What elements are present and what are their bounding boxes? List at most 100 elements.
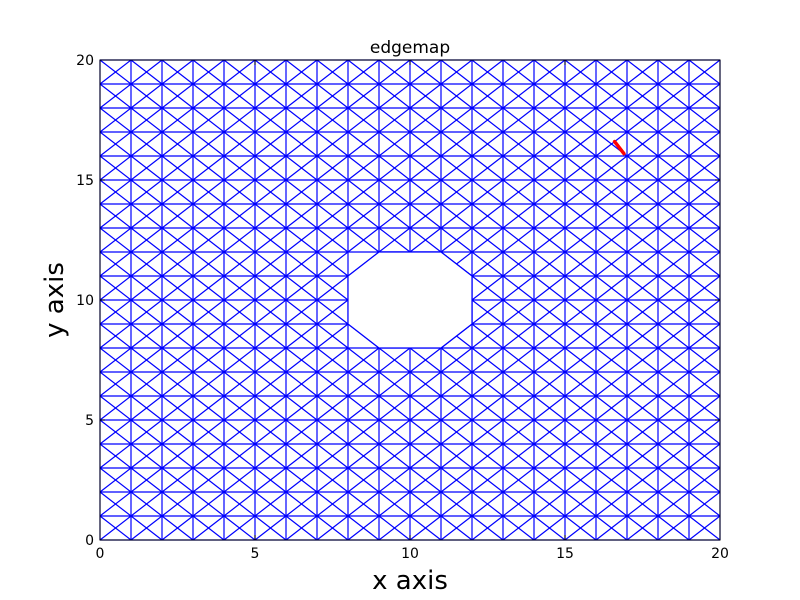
mesh-edge-diagonal: [99, 59, 132, 85]
mesh-edge-diagonal: [347, 107, 380, 133]
mesh-edge-diagonal: [99, 275, 132, 301]
mesh-edge-diagonal: [347, 371, 380, 397]
mesh-edge-diagonal: [502, 395, 535, 421]
mesh-edge-diagonal: [378, 419, 411, 445]
mesh-edge-diagonal: [254, 83, 287, 109]
mesh-edge-diagonal: [533, 107, 566, 133]
mesh-edge-diagonal: [130, 347, 163, 373]
mesh-edge-diagonal: [626, 275, 659, 301]
mesh-edge-diagonal: [502, 467, 535, 493]
mesh-edge-diagonal: [378, 227, 411, 253]
mesh-edge-diagonal: [657, 227, 690, 253]
mesh-edge-diagonal: [626, 467, 659, 493]
mesh-edge-diagonal: [688, 83, 721, 109]
mesh-edge-diagonal: [161, 347, 194, 373]
mesh-edge-diagonal: [223, 323, 256, 349]
mesh-edge-diagonal: [595, 299, 628, 325]
mesh-edge-diagonal: [533, 395, 566, 421]
mesh-edge-diagonal: [502, 107, 535, 133]
mesh-edge-diagonal: [502, 275, 535, 301]
mesh-edge-diagonal: [192, 131, 225, 157]
mesh-edge-diagonal: [99, 347, 132, 373]
mesh-edge-diagonal: [254, 251, 287, 277]
y-tick-label: 20: [76, 53, 94, 69]
mesh-edge-diagonal: [688, 419, 721, 445]
mesh-edge-diagonal: [502, 155, 535, 181]
mesh-edge-diagonal: [564, 515, 597, 541]
mesh-edge-diagonal: [161, 155, 194, 181]
mesh-edge-diagonal: [161, 83, 194, 109]
mesh-edge-diagonal: [130, 323, 163, 349]
mesh-edge-diagonal: [316, 59, 349, 85]
mesh-edge-diagonal: [254, 515, 287, 541]
mesh-edge-diagonal: [471, 251, 504, 277]
mesh-edge-diagonal: [657, 347, 690, 373]
mesh-edge-diagonal: [192, 107, 225, 133]
mesh-edge-diagonal: [347, 83, 380, 109]
mesh-edge-diagonal: [192, 179, 225, 205]
mesh-edge-diagonal: [285, 131, 318, 157]
mesh-edge-diagonal: [99, 131, 132, 157]
mesh-edge-diagonal: [223, 179, 256, 205]
mesh-edge-diagonal: [316, 275, 349, 301]
mesh-edge-diagonal: [471, 275, 504, 301]
mesh-edge-diagonal: [657, 59, 690, 85]
mesh-edge-diagonal: [285, 347, 318, 373]
mesh-edge-diagonal: [130, 203, 163, 229]
mesh-edge-diagonal: [192, 203, 225, 229]
mesh-edge-diagonal: [626, 491, 659, 517]
mesh-edge-diagonal: [688, 155, 721, 181]
mesh-edge-diagonal: [254, 323, 287, 349]
mesh-edge-diagonal: [626, 347, 659, 373]
mesh-edge-diagonal: [316, 515, 349, 541]
mesh-edge-diagonal: [99, 203, 132, 229]
mesh-edge-diagonal: [564, 203, 597, 229]
mesh-edge-diagonal: [99, 515, 132, 541]
x-axis-label: x axis: [372, 566, 448, 596]
mesh-edge-diagonal: [440, 443, 473, 469]
mesh-edge-diagonal: [254, 371, 287, 397]
mesh-edge-diagonal: [285, 491, 318, 517]
mesh-edge-diagonal: [502, 131, 535, 157]
mesh-edge-diagonal: [316, 107, 349, 133]
mesh-edge-diagonal: [254, 299, 287, 325]
mesh-edge-diagonal: [285, 59, 318, 85]
mesh-edge-diagonal: [688, 467, 721, 493]
mesh-edge-diagonal: [316, 347, 349, 373]
mesh-edge-diagonal: [347, 131, 380, 157]
mesh-edge-diagonal: [99, 443, 132, 469]
mesh-edge-diagonal: [130, 419, 163, 445]
mesh-edge-diagonal: [223, 59, 256, 85]
mesh-edge-diagonal: [688, 107, 721, 133]
mesh-edge-diagonal: [192, 515, 225, 541]
mesh-edge-diagonal: [254, 59, 287, 85]
mesh-edge-diagonal: [564, 227, 597, 253]
mesh-edge-diagonal: [564, 251, 597, 277]
mesh-edge-diagonal: [223, 155, 256, 181]
mesh-edge-diagonal: [347, 347, 380, 373]
mesh-edge-diagonal: [378, 107, 411, 133]
mesh-edge-diagonal: [502, 83, 535, 109]
highlight-edge-layer: [612, 139, 626, 156]
mesh-edge-diagonal: [502, 515, 535, 541]
mesh-edge-diagonal: [409, 227, 442, 253]
mesh-edge-diagonal: [533, 299, 566, 325]
mesh-edge-diagonal: [688, 299, 721, 325]
mesh-edge-diagonal: [285, 371, 318, 397]
mesh-edge-diagonal: [285, 443, 318, 469]
mesh-edge-diagonal: [471, 107, 504, 133]
mesh-edge-diagonal: [533, 275, 566, 301]
mesh-edge-diagonal: [130, 227, 163, 253]
mesh-edge-diagonal: [502, 491, 535, 517]
mesh-edge-diagonal: [626, 515, 659, 541]
mesh-edge-diagonal: [285, 395, 318, 421]
mesh-edge-diagonal: [657, 395, 690, 421]
mesh-edge-diagonal: [130, 515, 163, 541]
mesh-edge-diagonal: [223, 227, 256, 253]
mesh-edge-diagonal: [657, 83, 690, 109]
mesh-edge-diagonal: [378, 83, 411, 109]
mesh-edge-diagonal: [316, 83, 349, 109]
mesh-edge-diagonal: [440, 395, 473, 421]
mesh-edge-diagonal: [378, 59, 411, 85]
mesh-edge-diagonal: [564, 59, 597, 85]
